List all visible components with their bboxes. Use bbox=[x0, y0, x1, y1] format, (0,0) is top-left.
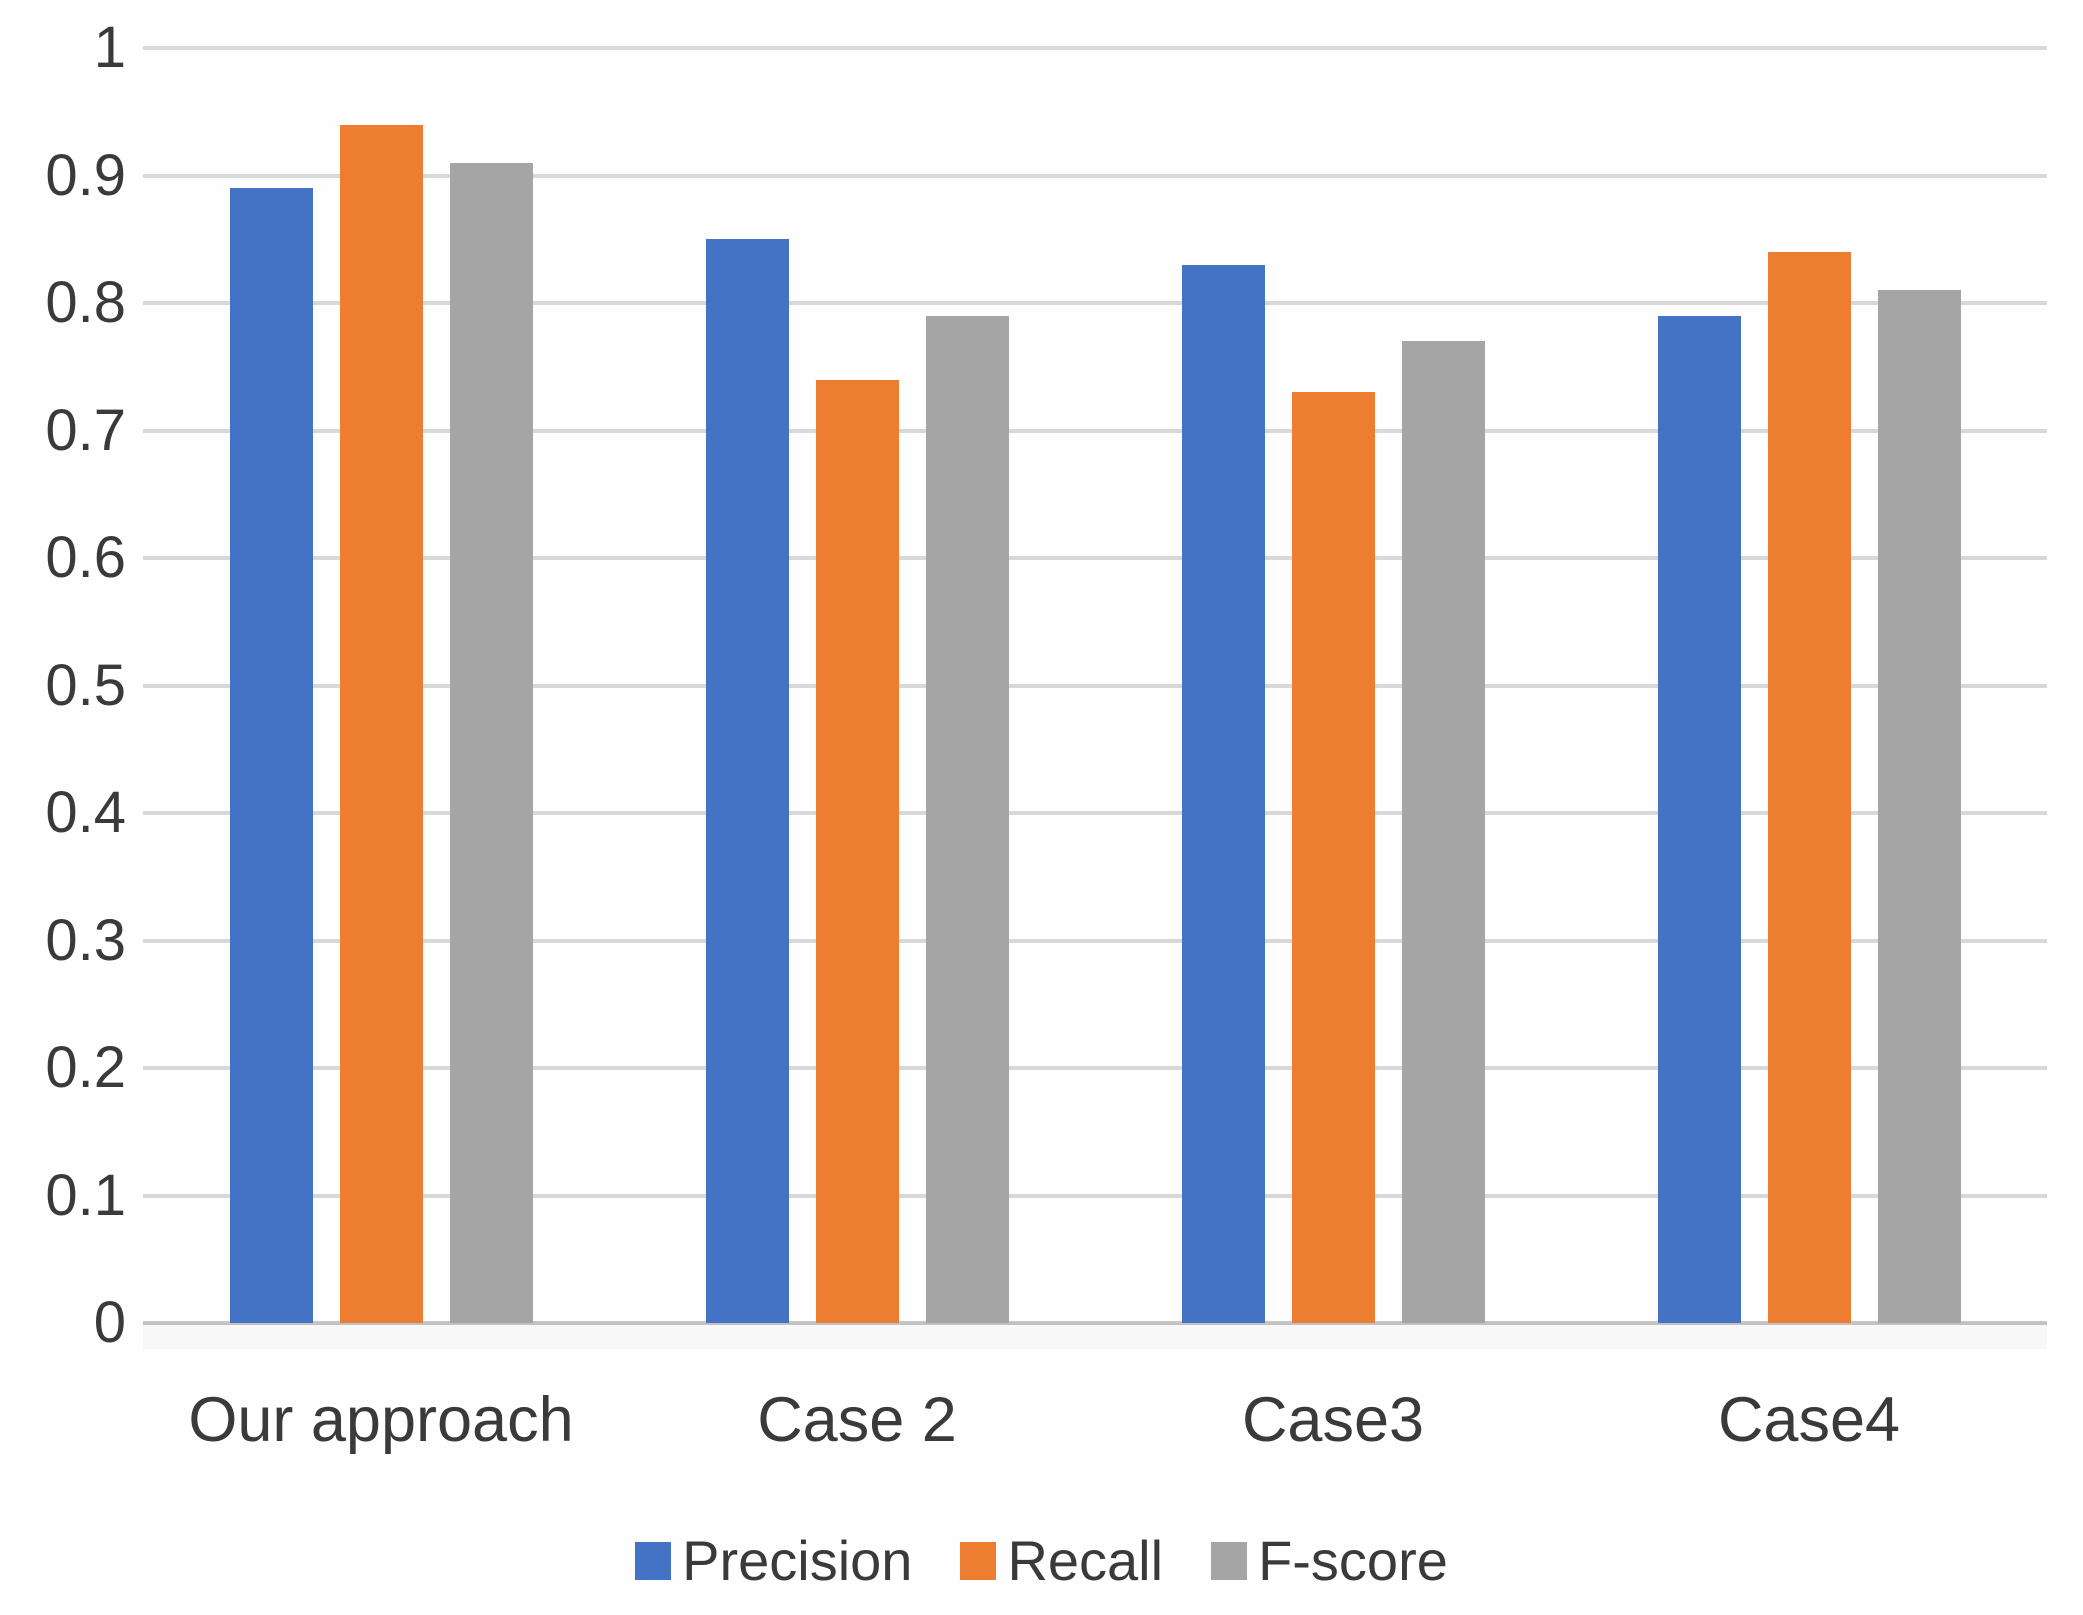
bar-group-our-approach bbox=[143, 48, 619, 1323]
gridline bbox=[143, 683, 2047, 688]
y-tick-label: 0.3 bbox=[45, 907, 126, 973]
gridline bbox=[143, 1193, 2047, 1198]
y-tick-label: 0 bbox=[93, 1290, 126, 1355]
bar-precision-4 bbox=[1657, 315, 1741, 1323]
y-tick-label: 0.8 bbox=[45, 270, 126, 335]
y-tick-label: 1 bbox=[93, 15, 126, 80]
x-axis-shadow bbox=[143, 1323, 2047, 1349]
x-tick-label: Case4 bbox=[1717, 1385, 1901, 1455]
legend-label: F-score bbox=[1258, 1529, 1448, 1592]
bar-group-case-2 bbox=[619, 48, 1095, 1323]
x-axis: Our approach Case 2 Case3 Case4 bbox=[143, 1378, 2047, 1468]
bar-f-score-1 bbox=[449, 162, 533, 1323]
y-tick-label: 0.5 bbox=[45, 652, 126, 718]
bar-f-score-4 bbox=[1877, 290, 1961, 1323]
gridline bbox=[143, 938, 2047, 943]
bar-groups bbox=[143, 48, 2047, 1323]
gridline bbox=[143, 811, 2047, 815]
bar-precision-1 bbox=[229, 188, 313, 1323]
bar-recall-3 bbox=[1291, 392, 1375, 1323]
bar-f-score-3 bbox=[1401, 341, 1485, 1323]
bar-recall-4 bbox=[1767, 252, 1851, 1323]
y-tick-label: 0.9 bbox=[45, 142, 126, 208]
gridline bbox=[143, 1066, 2047, 1070]
bar-precision-3 bbox=[1181, 264, 1265, 1323]
legend-label: Recall bbox=[1007, 1529, 1164, 1592]
y-tick-label: 0.4 bbox=[45, 780, 126, 845]
x-tick-label: Case3 bbox=[1241, 1385, 1425, 1455]
legend-swatch-icon bbox=[960, 1542, 997, 1580]
gridline bbox=[143, 556, 2047, 560]
y-tick-label: 0.6 bbox=[45, 525, 126, 590]
y-tick-label: 0.1 bbox=[45, 1162, 126, 1228]
bar-recall-1 bbox=[339, 124, 423, 1323]
gridline bbox=[143, 173, 2047, 178]
plot-area bbox=[143, 46, 2047, 1325]
gridline bbox=[143, 46, 2047, 51]
legend-swatch-icon bbox=[635, 1542, 672, 1580]
gridline bbox=[143, 301, 2047, 305]
bar-precision-2 bbox=[705, 239, 789, 1323]
bar-group-case4 bbox=[1571, 48, 2047, 1323]
gridline bbox=[143, 428, 2047, 433]
legend-item-recall: Recall bbox=[960, 1528, 1163, 1594]
x-axis-line bbox=[143, 1321, 2047, 1325]
legend-swatch-icon bbox=[1211, 1542, 1248, 1580]
y-tick-label: 0.7 bbox=[45, 397, 126, 463]
x-tick-label: Case 2 bbox=[757, 1385, 957, 1455]
y-tick-label: 0.2 bbox=[45, 1035, 126, 1100]
bar-recall-2 bbox=[815, 379, 899, 1323]
legend-item-f-score: F-score bbox=[1211, 1528, 1448, 1594]
legend: Precision Recall F-score bbox=[0, 1528, 2083, 1594]
bar-group-case3 bbox=[1095, 48, 1571, 1323]
bar-f-score-2 bbox=[925, 315, 1009, 1323]
legend-label: Precision bbox=[682, 1529, 913, 1592]
x-tick-label: Our approach bbox=[188, 1385, 574, 1455]
legend-item-precision: Precision bbox=[635, 1528, 912, 1594]
